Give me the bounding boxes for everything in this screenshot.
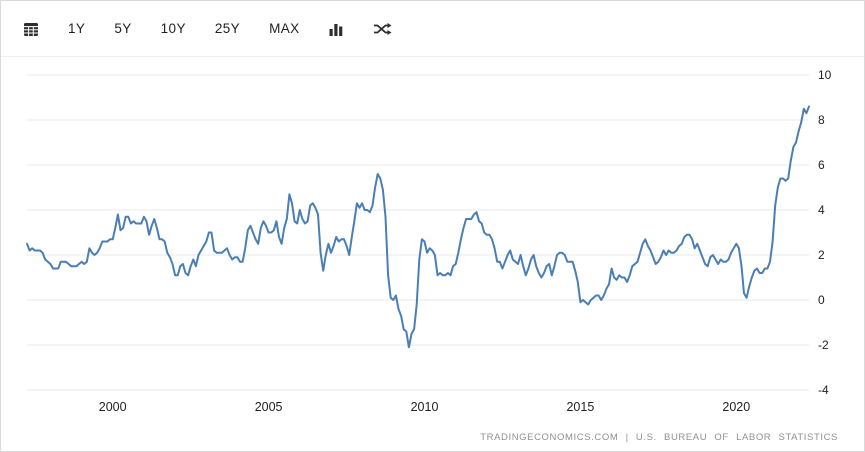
range-button-5y[interactable]: 5Y xyxy=(114,20,132,36)
range-button-10y[interactable]: 10Y xyxy=(160,20,186,36)
range-button-25y[interactable]: 25Y xyxy=(214,20,241,36)
chart-area: 10 8 6 4 2 0 -2 -4 2000 2005 2010 2015 2020 TRADINGE… xyxy=(1,57,864,450)
y-tick-label: 6 xyxy=(818,158,825,172)
y-tick-label: 10 xyxy=(818,68,832,82)
inflation-line-series xyxy=(26,105,810,349)
shuffle-icon xyxy=(373,22,392,36)
y-tick-label: 4 xyxy=(818,203,825,217)
range-button-max[interactable]: MAX xyxy=(269,20,300,36)
x-tick-label: 2000 xyxy=(99,400,127,414)
y-tick-label: -4 xyxy=(818,383,829,397)
compare-button[interactable] xyxy=(373,22,392,36)
inflation-chart[interactable]: 10 8 6 4 2 0 -2 -4 2000 2005 2010 2015 2020 xyxy=(1,57,864,450)
chart-toolbar: 1Y 5Y 10Y 25Y MAX xyxy=(1,1,864,57)
y-tick-label: 2 xyxy=(818,248,825,262)
chart-attribution: TRADINGECONOMICS.COM | U.S. BUREAU OF LA… xyxy=(480,432,838,443)
x-tick-label: 2005 xyxy=(255,400,283,414)
calendar-icon xyxy=(23,21,39,37)
x-tick-label: 2015 xyxy=(566,400,594,414)
chart-type-button[interactable] xyxy=(329,22,344,36)
x-tick-label: 2020 xyxy=(722,400,750,414)
range-button-1y[interactable]: 1Y xyxy=(68,20,86,36)
x-tick-label: 2010 xyxy=(411,400,439,414)
y-tick-label: 0 xyxy=(818,293,825,307)
bar-chart-icon xyxy=(329,22,344,36)
y-tick-label: -2 xyxy=(818,338,829,352)
date-range-button[interactable] xyxy=(23,21,39,37)
y-tick-label: 8 xyxy=(818,113,825,127)
